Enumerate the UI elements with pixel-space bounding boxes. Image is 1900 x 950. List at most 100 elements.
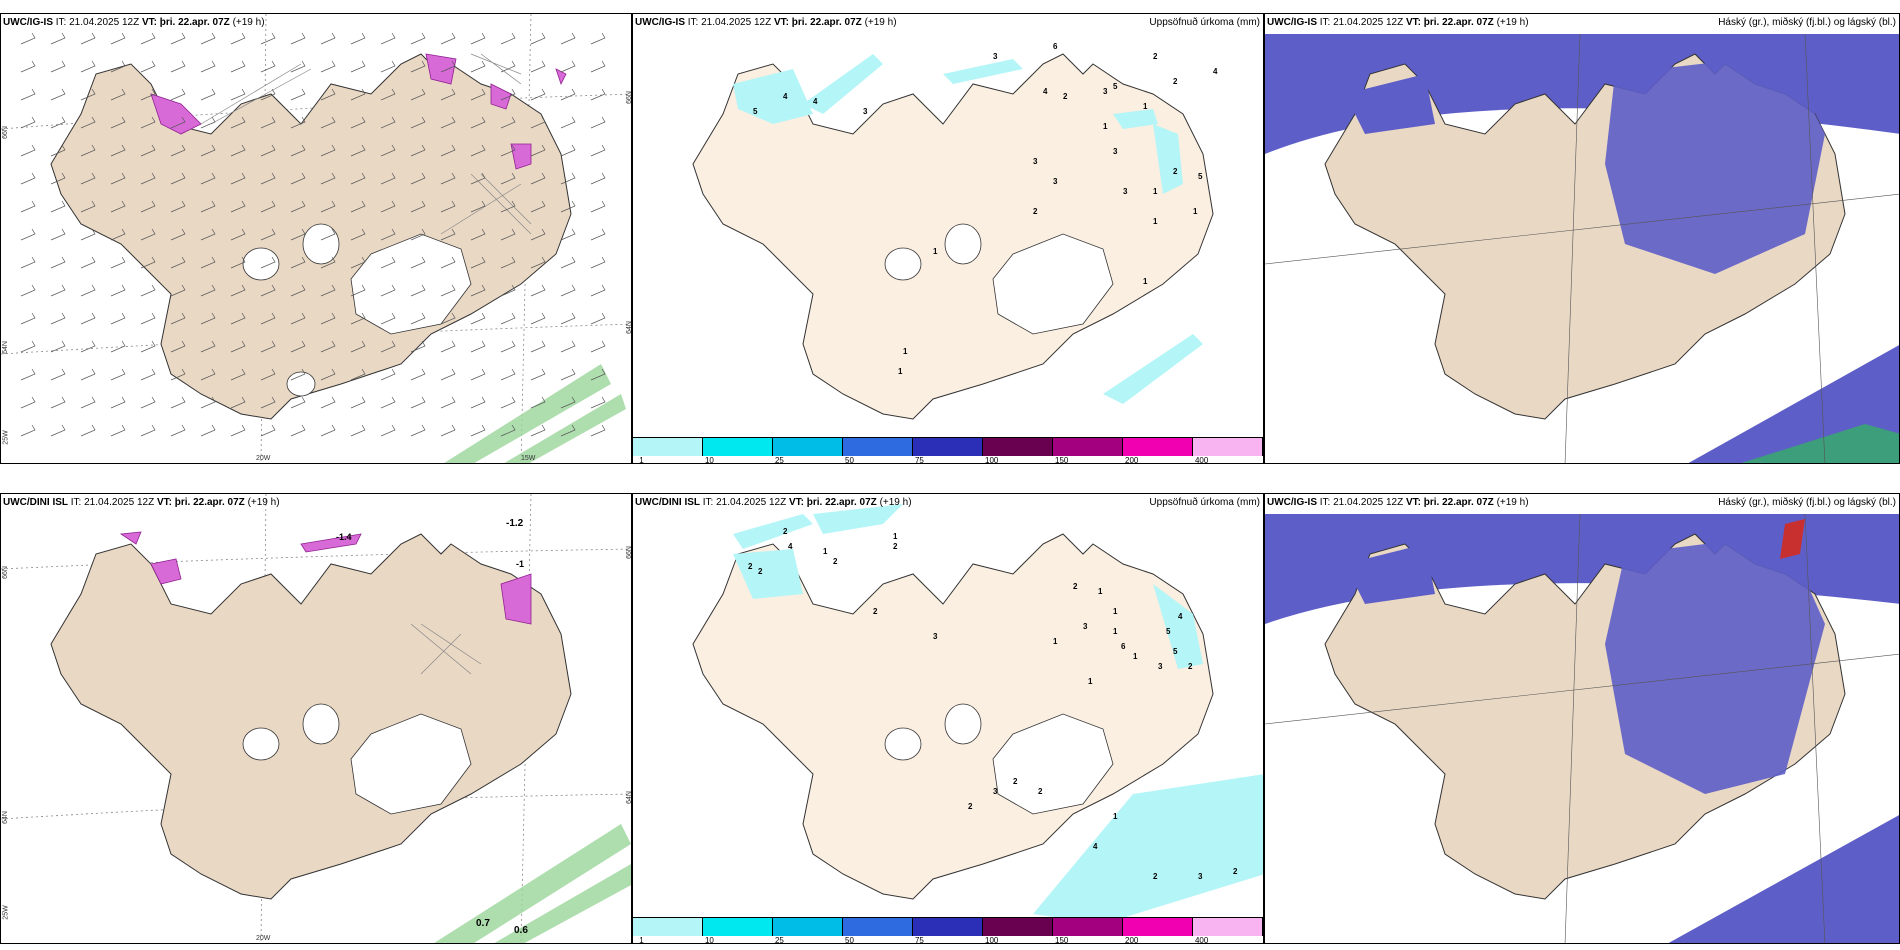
map-panel-wind-bottom: UWC/DINI ISL IT: 21.04.2025 12Z VT: þri.… — [0, 493, 632, 944]
wind-barb — [410, 116, 426, 129]
wind-barb — [320, 284, 336, 297]
precip-value-label: 2 — [893, 542, 898, 551]
wind-map — [1, 494, 631, 943]
wind-barb — [110, 200, 126, 213]
wind-barb — [380, 256, 396, 269]
wind-barb — [200, 88, 216, 101]
legend-tick-label: 75 — [914, 936, 924, 944]
wind-barb — [380, 284, 396, 297]
wind-barb — [380, 312, 396, 325]
wind-barb — [80, 32, 96, 45]
wind-barb — [440, 312, 456, 325]
precip-value-label: 3 — [1158, 662, 1163, 671]
precip-value-label: 1 — [1098, 587, 1103, 596]
legend-ticks: 1 10 25 50 75 100 150 200 400 — [633, 456, 1263, 464]
legend-ticks: 1 10 25 50 75 100 150 200 400 — [633, 936, 1263, 944]
wind-barb — [380, 396, 396, 409]
wind-barb — [170, 424, 186, 437]
wind-barb — [140, 172, 156, 185]
wind-barb — [80, 424, 96, 437]
wind-barb — [80, 340, 96, 353]
wind-barb — [590, 228, 606, 241]
legend-tick-label: 1 — [639, 936, 644, 944]
lon-label: 20W — [256, 455, 271, 462]
legend-tick-label: 200 — [1125, 936, 1139, 944]
wind-barb — [260, 368, 276, 381]
legend-swatch — [1053, 918, 1123, 936]
legend-swatch — [1053, 438, 1123, 456]
map-panel-wind-top: UWC/IG-IS IT: 21.04.2025 12Z VT: þri. 22… — [0, 13, 632, 464]
wind-barb — [290, 116, 306, 129]
cloud-map — [1265, 513, 1899, 943]
wind-barb — [20, 144, 36, 157]
wind-barb — [560, 88, 576, 101]
wind-barb — [320, 172, 336, 185]
wind-barb — [410, 284, 426, 297]
precip-value-label: 1 — [1143, 102, 1148, 111]
wind-barb — [500, 228, 516, 241]
wind-barb — [50, 116, 66, 129]
precip-value-label: 2 — [1038, 787, 1043, 796]
wind-barb — [590, 424, 606, 437]
wind-barb — [530, 424, 546, 437]
wind-barb — [50, 424, 66, 437]
precip-value-label: 4 — [1093, 842, 1098, 851]
legend-tick-label: 400 — [1194, 936, 1209, 944]
wind-barb — [200, 144, 216, 157]
wind-barb — [200, 340, 216, 353]
wind-barb — [590, 396, 606, 409]
wind-barb — [470, 172, 486, 185]
wind-barb — [50, 200, 66, 213]
wind-barb — [320, 368, 336, 381]
wind-barb — [500, 284, 516, 297]
precip-value-label: 1 — [1133, 652, 1138, 661]
lat-label: 66N — [1, 566, 9, 579]
wind-barb — [470, 228, 486, 241]
wind-barb — [20, 340, 36, 353]
temp-label: -1.2 — [506, 518, 524, 529]
precip-value-label: 1 — [1153, 187, 1158, 196]
wind-barb — [530, 284, 546, 297]
panel-title: UWC/IG-IS IT: 21.04.2025 12Z VT: þri. 22… — [1267, 497, 1529, 508]
wind-barb — [290, 32, 306, 45]
lat-label: 64N — [1, 341, 9, 354]
wind-barb — [140, 424, 156, 437]
wind-barb — [470, 32, 486, 45]
legend-swatch — [1123, 438, 1193, 456]
wind-barb — [20, 424, 36, 437]
wind-barb — [20, 396, 36, 409]
wind-barb — [380, 144, 396, 157]
wind-barb — [500, 256, 516, 269]
wind-barb — [590, 312, 606, 325]
wind-barb — [290, 172, 306, 185]
wind-barb — [50, 172, 66, 185]
precip-value-label: 3 — [1033, 157, 1038, 166]
precip-value-label: 3 — [993, 787, 998, 796]
wind-barb — [170, 88, 186, 101]
wind-barb — [560, 200, 576, 213]
wind-barb — [320, 396, 336, 409]
precip-value-label: 2 — [1173, 77, 1178, 86]
wind-barb — [380, 88, 396, 101]
wind-barb — [140, 228, 156, 241]
precip-legend: 1 10 25 50 75 100 150 200 400 — [633, 437, 1263, 463]
legend-tick-label: 10 — [704, 456, 714, 464]
precip-value-label: 6 — [1121, 642, 1126, 651]
wind-barb — [500, 396, 516, 409]
wind-barb — [590, 32, 606, 45]
wind-barb — [80, 60, 96, 73]
wind-barb — [530, 228, 546, 241]
wind-barb — [560, 312, 576, 325]
wind-barb — [320, 60, 336, 73]
wind-barb — [410, 228, 426, 241]
wind-barb — [200, 116, 216, 129]
wind-barb — [140, 200, 156, 213]
precip-value-label: 1 — [823, 547, 828, 556]
wind-barb — [500, 116, 516, 129]
wind-barb — [170, 60, 186, 73]
precip-value-label: 5 — [1166, 627, 1171, 636]
precip-legend: 1 10 25 50 75 100 150 200 400 — [633, 917, 1263, 943]
lat-label: 25W — [2, 430, 10, 445]
precip-value-label: 1 — [903, 347, 908, 356]
wind-barb — [230, 396, 246, 409]
